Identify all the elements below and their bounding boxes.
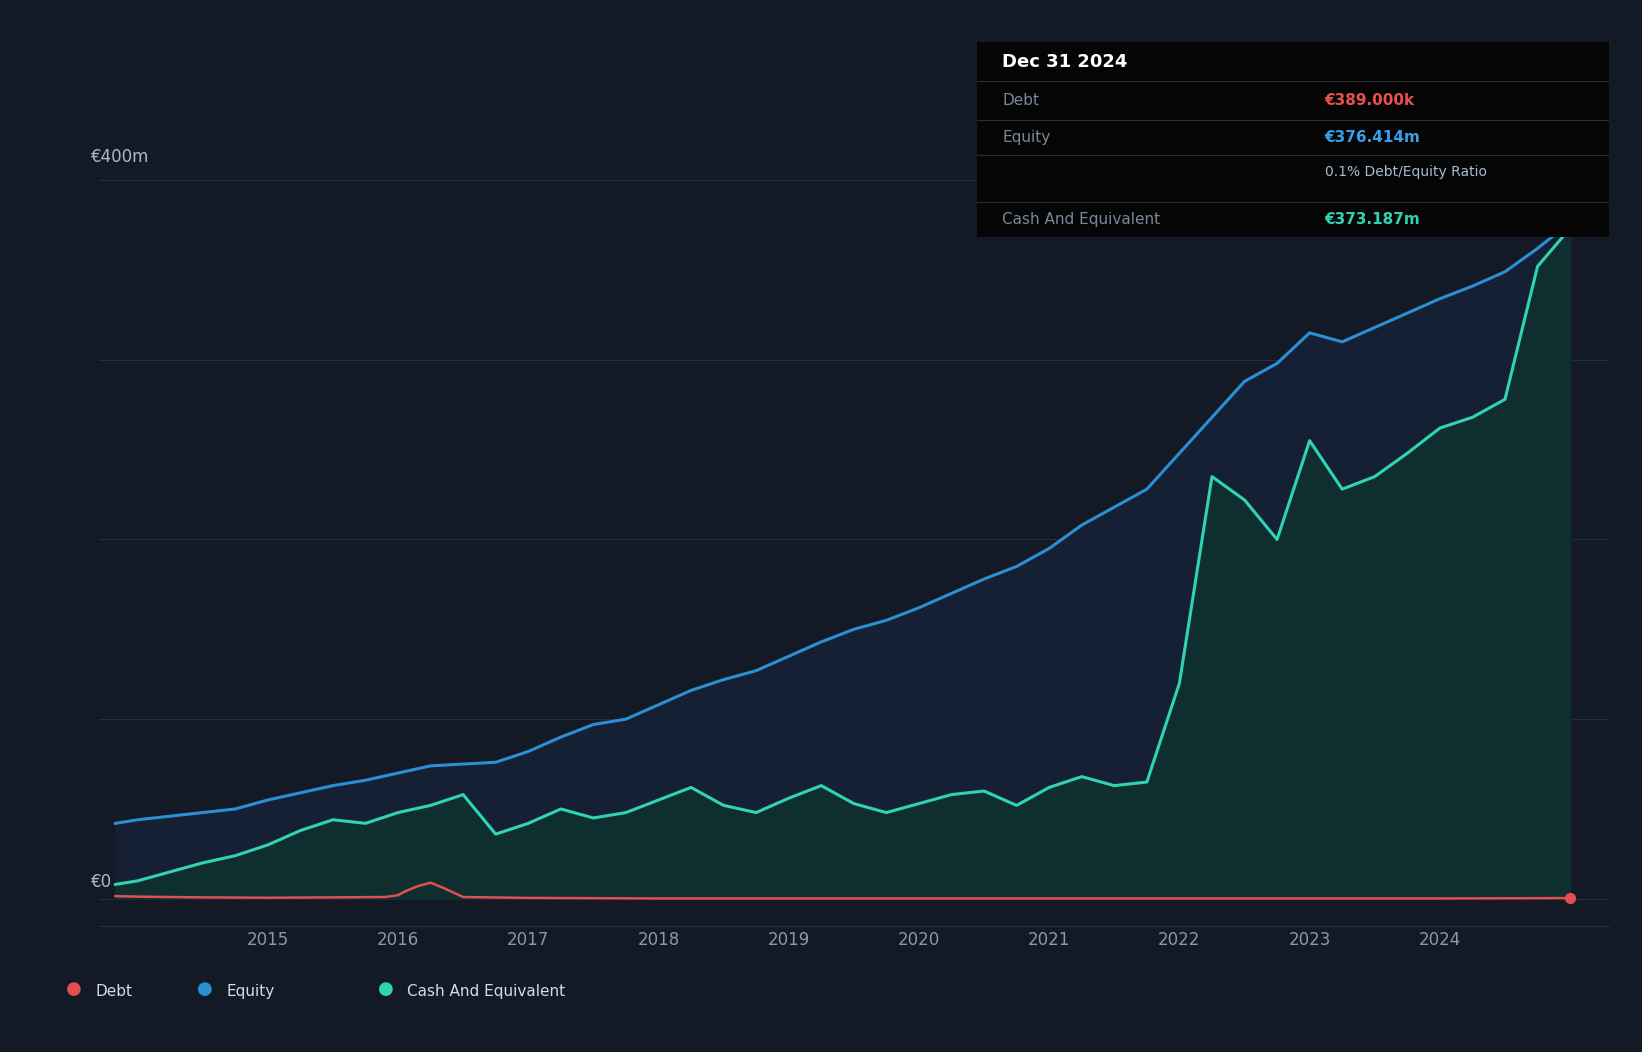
Point	[1557, 215, 1583, 231]
Text: ●: ●	[66, 980, 82, 998]
Text: Cash And Equivalent: Cash And Equivalent	[1002, 211, 1161, 226]
Text: Debt: Debt	[95, 985, 133, 999]
Point	[1557, 220, 1583, 237]
Text: 0.1% Debt/Equity Ratio: 0.1% Debt/Equity Ratio	[1325, 165, 1486, 180]
Text: €373.187m: €373.187m	[1325, 211, 1420, 226]
Text: ●: ●	[197, 980, 213, 998]
Text: Equity: Equity	[227, 985, 274, 999]
Text: Cash And Equivalent: Cash And Equivalent	[407, 985, 565, 999]
Text: Dec 31 2024: Dec 31 2024	[1002, 53, 1128, 70]
Text: ●: ●	[378, 980, 394, 998]
Text: €400m: €400m	[90, 147, 149, 166]
Text: €376.414m: €376.414m	[1325, 130, 1420, 145]
Point	[1557, 890, 1583, 907]
Text: €389.000k: €389.000k	[1325, 93, 1415, 108]
Text: Equity: Equity	[1002, 130, 1051, 145]
Text: €0: €0	[90, 873, 112, 891]
Text: Debt: Debt	[1002, 93, 1039, 108]
